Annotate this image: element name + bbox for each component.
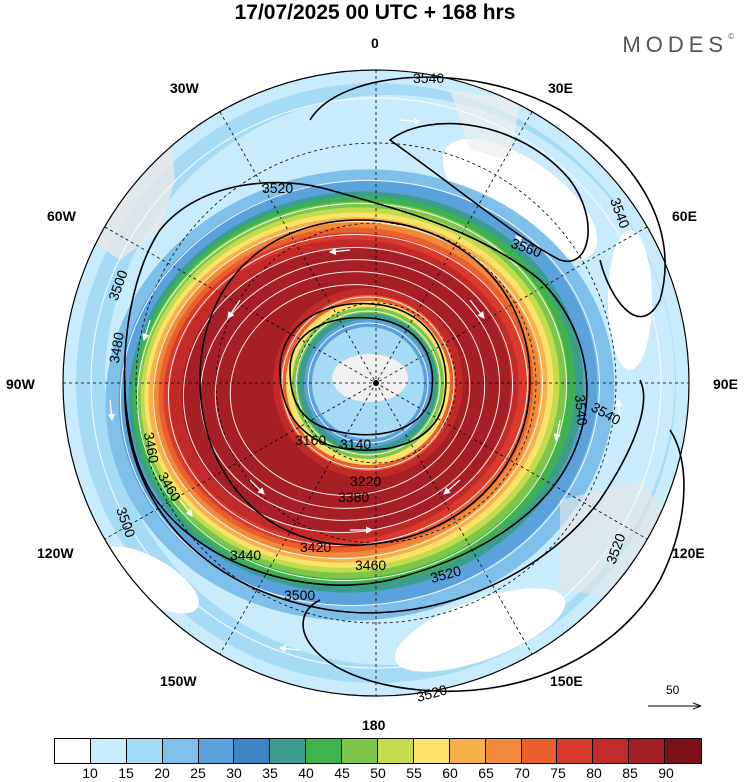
lon-label-90e: 90E bbox=[713, 376, 738, 392]
contour-label: 3220 bbox=[350, 473, 381, 489]
brand-name: MODES bbox=[622, 32, 729, 57]
lon-label-30w: 30W bbox=[170, 80, 199, 96]
colorbar-swatch bbox=[449, 739, 486, 763]
colorbar-swatch bbox=[665, 739, 702, 763]
lon-label-120w: 120W bbox=[37, 545, 74, 561]
contour-label: 3520 bbox=[415, 681, 449, 705]
contour-label: 3480 bbox=[106, 331, 127, 365]
colorbar-swatch bbox=[485, 739, 522, 763]
lon-label-0: 0 bbox=[371, 35, 379, 51]
lon-label-120e: 120E bbox=[672, 545, 705, 561]
contour-label: 3540 bbox=[413, 70, 444, 86]
lon-label-150w: 150W bbox=[160, 673, 197, 689]
lon-label-60e: 60E bbox=[672, 208, 697, 224]
colorbar-swatch bbox=[557, 739, 594, 763]
colorbar-swatch bbox=[198, 739, 235, 763]
height-contours bbox=[123, 76, 685, 692]
colorbar-swatch bbox=[55, 739, 91, 763]
colorbar-swatch bbox=[126, 739, 163, 763]
colorbar-label: 25 bbox=[190, 765, 206, 781]
map-title: 17/07/2025 00 UTC + 168 hrs bbox=[234, 1, 516, 24]
colorbar-label: 75 bbox=[550, 765, 566, 781]
colorbar-label: 15 bbox=[118, 765, 134, 781]
contour-label: 3500 bbox=[284, 587, 315, 603]
colorbar-label: 60 bbox=[442, 765, 458, 781]
colorbar-swatch bbox=[270, 739, 307, 763]
lon-label-180: 180 bbox=[362, 717, 386, 733]
colorbar-label: 80 bbox=[586, 765, 602, 781]
contour-label: 3520 bbox=[262, 180, 293, 196]
copyright-mark: © bbox=[728, 32, 734, 41]
colorbar-swatch bbox=[413, 739, 450, 763]
colorbar-label: 70 bbox=[514, 765, 530, 781]
colorbar-label: 55 bbox=[406, 765, 422, 781]
colorbar-label: 40 bbox=[298, 765, 314, 781]
pole-marker bbox=[373, 380, 379, 386]
brand-logo: MODES© bbox=[622, 32, 734, 58]
colorbar-label: 85 bbox=[622, 765, 638, 781]
colorbar-label: 20 bbox=[154, 765, 170, 781]
colorbar-labels: 10 15 20 25 30 35 40 45 50 55 60 65 70 75 80 85 90 bbox=[0, 765, 750, 781]
colorbar-swatch bbox=[378, 739, 414, 763]
colorbar-label: 50 bbox=[370, 765, 386, 781]
colorbar-swatch bbox=[234, 739, 271, 763]
lon-label-60w: 60W bbox=[47, 208, 76, 224]
colorbar-label: 35 bbox=[262, 765, 278, 781]
lon-label-90w: 90W bbox=[6, 376, 35, 392]
colorbar-swatch bbox=[306, 739, 343, 763]
contour-label: 3140 bbox=[340, 436, 371, 452]
contour-label: 3460 bbox=[141, 431, 162, 465]
colorbar-swatch bbox=[342, 739, 379, 763]
colorbar-label: 65 bbox=[478, 765, 494, 781]
colorbar-swatch bbox=[162, 739, 199, 763]
contour-label: 3520 bbox=[429, 562, 463, 586]
contour-label: 3420 bbox=[300, 539, 331, 555]
colorbar-swatch bbox=[629, 739, 666, 763]
contour-label: 3460 bbox=[355, 557, 386, 573]
colorbar-label: 10 bbox=[82, 765, 98, 781]
colorbar-label: 90 bbox=[658, 765, 674, 781]
colorbar-label: 30 bbox=[226, 765, 242, 781]
colorbar-swatch bbox=[593, 739, 630, 763]
contour-label: 3160 bbox=[295, 432, 326, 448]
contour-label: 3540 bbox=[572, 394, 591, 427]
colorbar-swatch bbox=[521, 739, 558, 763]
vector-arrows bbox=[107, 117, 623, 653]
map-border bbox=[62, 69, 690, 697]
reference-vector-label: 50 bbox=[666, 683, 680, 697]
contour-label: 3440 bbox=[230, 547, 261, 563]
colorbar bbox=[54, 738, 703, 764]
colorbar-label: 45 bbox=[334, 765, 350, 781]
contour-label: 3380 bbox=[338, 489, 369, 505]
lon-label-30e: 30E bbox=[548, 80, 573, 96]
colorbar-swatch bbox=[90, 739, 127, 763]
lon-label-150e: 150E bbox=[550, 673, 583, 689]
